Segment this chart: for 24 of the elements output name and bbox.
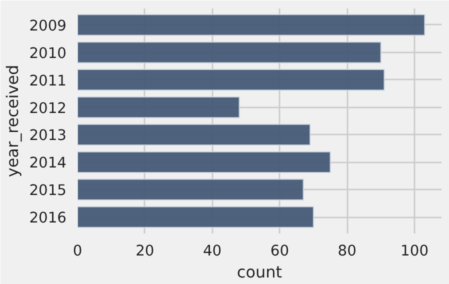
x-tick-label: 60 — [270, 242, 290, 260]
x-tick-label: 0 — [72, 242, 82, 260]
x-tick-label: 40 — [202, 242, 222, 260]
bar — [78, 42, 382, 64]
y-tick-label: 2012 — [29, 100, 67, 117]
y-tick-label: 2015 — [29, 182, 67, 200]
y-tick-label: 2010 — [29, 44, 67, 62]
y-tick-label: 2016 — [29, 210, 67, 227]
y-tick-label: 2013 — [29, 127, 67, 144]
x-tick-label: 80 — [338, 242, 356, 260]
y-tick-label: 2014 — [29, 154, 67, 172]
y-axis-title: year_received — [3, 64, 22, 178]
y-tick-label: 2011 — [29, 72, 67, 90]
y-tick-label: 2009 — [29, 17, 67, 34]
x-tick-label: 20 — [136, 242, 154, 260]
x-axis-title: count — [236, 262, 282, 282]
bar — [78, 206, 314, 228]
bar — [78, 14, 426, 36]
x-tick-label: 100 — [400, 242, 429, 260]
bar — [78, 151, 331, 173]
bar — [78, 124, 311, 146]
bar — [78, 178, 304, 200]
bar — [78, 96, 240, 118]
bar — [78, 69, 385, 91]
